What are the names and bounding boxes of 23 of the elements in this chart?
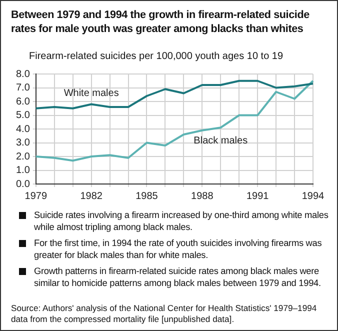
source-note: Source: Authors' analysis of the National Center for Health Statistics' 1979–1994 data from the compressed mortality file [unpublished data]. (11, 303, 318, 325)
x-tick-label: 1991 (246, 190, 270, 202)
x-tick-label: 1982 (80, 190, 103, 202)
series-label: Black males (194, 135, 248, 146)
y-tick-label: 0.0 (16, 178, 30, 190)
y-tick-label: 8.0 (16, 68, 30, 80)
y-axis-title: Firearm-related suicides per 100,000 youth ages 10 to 19 (29, 51, 284, 62)
series-label: White males (64, 88, 119, 99)
text: Growth patterns in firearm-related suicide rates among black males were similar to homicide patterns among black males between 1979 and 1994. (34, 266, 322, 289)
y-tick-label: 1.0 (16, 165, 30, 176)
chart-title: Between 1979 and 1994 the growth in firearm-related suicide rates for male youth was greater among blacks than whites (11, 8, 310, 36)
x-tick-label: 1994 (302, 190, 325, 202)
y-tick-label: 3.0 (16, 138, 30, 148)
y-tick-label: 6.0 (16, 96, 30, 108)
x-tick-label: 1985 (136, 190, 158, 202)
text: For the first time, in 1994 the rate of youth suicides involving firearms was greater for black males than for white males. (34, 238, 323, 261)
y-tick-label: 4.0 (16, 124, 30, 135)
x-tick-label: 1988 (191, 190, 214, 202)
y-tick-label: 5.0 (16, 110, 30, 121)
y-tick-label: 7.0 (16, 82, 30, 94)
x-tick-label: 1979 (24, 190, 48, 202)
y-tick-label: 2.0 (16, 151, 30, 162)
text: Suicide rates involving a firearm increased by one-third among white males while almost tripling among black males. (34, 210, 330, 233)
